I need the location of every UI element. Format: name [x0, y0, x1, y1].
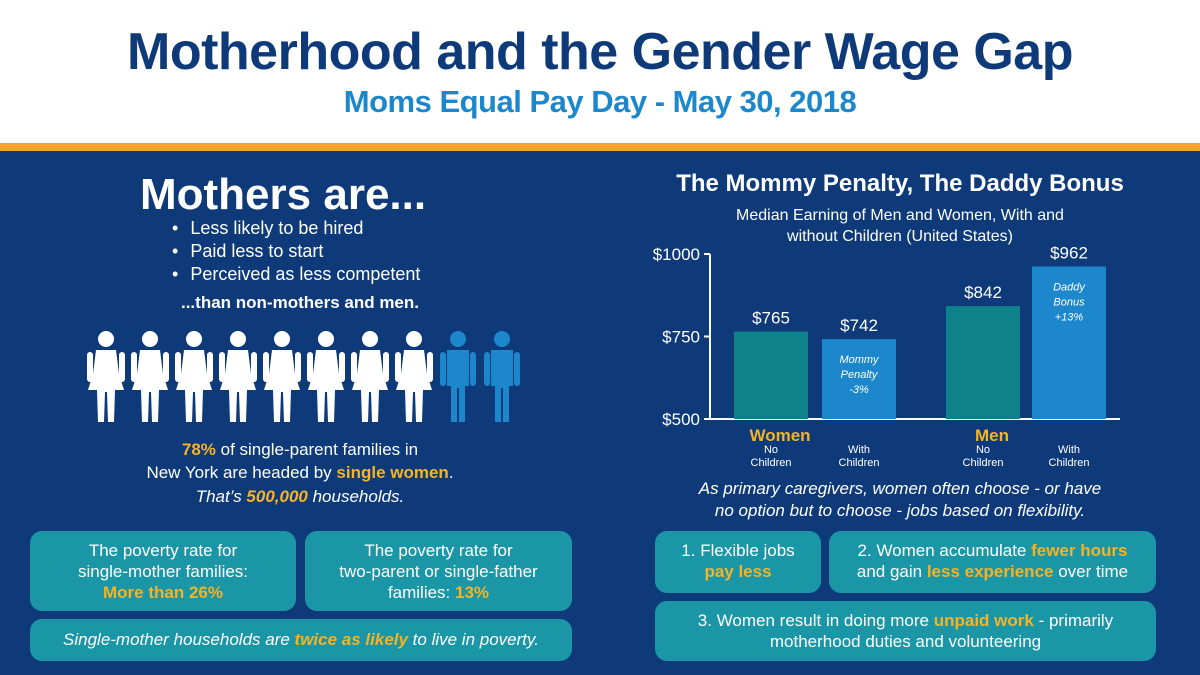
- x-category-label: With: [848, 444, 870, 456]
- poverty-value: 13%: [455, 583, 490, 602]
- bar-note: +13%: [1055, 312, 1084, 324]
- woman-icon: [219, 331, 257, 422]
- x-category-label: Children: [1049, 457, 1090, 469]
- y-tick-label: $750: [662, 328, 700, 347]
- earnings-bar-chart: $500$750$1000$765NoChildren$742MommyPena…: [653, 244, 1120, 469]
- woman-icon: [87, 331, 125, 422]
- box-text: 3. Women result in doing more: [697, 611, 934, 630]
- bullet-item: Paid less to start: [172, 240, 420, 263]
- stat-text: New York are headed by: [146, 463, 337, 482]
- box-text: and gain: [856, 562, 927, 581]
- woman-icon: [395, 331, 433, 422]
- bullet-item: Less likely to be hired: [172, 217, 420, 240]
- fewer-hours-highlight: fewer hours: [1031, 541, 1128, 560]
- stat-text: .: [448, 463, 454, 482]
- bar-value-label: $962: [1050, 244, 1088, 263]
- x-category-label: No: [976, 444, 990, 456]
- mothers-bullet-list: Less likely to be hired Paid less to sta…: [172, 217, 420, 286]
- stat-households: 500,000: [246, 487, 308, 506]
- poverty-value: More than 26%: [103, 583, 223, 602]
- box-text: two-parent or single-father: [339, 562, 538, 581]
- bar-note: -3%: [849, 384, 869, 396]
- stat-percent: 78%: [181, 440, 216, 459]
- woman-icon: [351, 331, 389, 422]
- caption-line: no option but to choose - jobs based on …: [714, 501, 1086, 520]
- bar-note: Bonus: [1053, 297, 1085, 309]
- woman-icon: [263, 331, 301, 422]
- bar-value-label: $765: [752, 309, 790, 328]
- less-experience-highlight: less experience: [926, 562, 1054, 581]
- chart-subtitle-line: without Children (United States): [787, 228, 1013, 245]
- x-category-label: Children: [963, 457, 1004, 469]
- box-text: Single-mother households are: [63, 630, 295, 649]
- box-text: to live in poverty.: [407, 630, 539, 649]
- bullet-item: Perceived as less competent: [172, 263, 420, 286]
- bar-value-label: $742: [840, 316, 878, 335]
- header-divider: [0, 143, 1200, 151]
- woman-icon: [131, 331, 169, 422]
- box-text: 2. Women accumulate: [857, 541, 1032, 560]
- flexible-jobs-box: 1. Flexible jobs pay less: [655, 531, 821, 593]
- group-label: Women: [749, 426, 810, 445]
- chart-title: The Mommy Penalty, The Daddy Bonus: [676, 170, 1124, 197]
- mothers-heading: Mothers are...: [140, 170, 427, 219]
- bar: [946, 306, 1020, 419]
- poverty-two-parent-box: The poverty rate for two-parent or singl…: [305, 531, 572, 611]
- header: [0, 0, 1200, 143]
- chart-subtitle: Median Earning of Men and Women, With an…: [640, 205, 1160, 247]
- unpaid-work-highlight: unpaid work: [933, 611, 1034, 630]
- page-title: Motherhood and the Gender Wage Gap: [127, 23, 1074, 81]
- bar: [1032, 266, 1106, 419]
- box-text: families:: [387, 583, 456, 602]
- x-category-label: Children: [751, 457, 792, 469]
- box-text: The poverty rate for: [88, 541, 238, 560]
- caregiver-caption: As primary caregivers, women often choos…: [640, 478, 1160, 522]
- group-label: Men: [975, 426, 1009, 445]
- bar-note: Daddy: [1053, 282, 1086, 294]
- page-subtitle: Moms Equal Pay Day - May 30, 2018: [343, 84, 857, 119]
- x-category-label: Children: [839, 457, 880, 469]
- box-text: single-mother families:: [77, 562, 249, 581]
- y-tick-label: $500: [662, 410, 700, 429]
- man-icon: [440, 331, 476, 422]
- box-text: 1. Flexible jobs: [681, 541, 795, 560]
- people-icons: [86, 330, 526, 422]
- woman-icon: [175, 331, 213, 422]
- y-tick-label: $1000: [653, 245, 700, 264]
- box-text: The poverty rate for: [364, 541, 513, 560]
- poverty-single-mother-box: The poverty rate for single-mother famil…: [30, 531, 296, 611]
- box-text: motherhood duties and volunteering: [769, 632, 1042, 651]
- stat-line-1: 78% of single-parent families in: [0, 440, 600, 460]
- bar-value-label: $842: [964, 283, 1002, 302]
- man-icon: [484, 331, 520, 422]
- chart-subtitle-line: Median Earning of Men and Women, With an…: [736, 207, 1064, 224]
- stat-line-2: New York are headed by single women.: [0, 463, 600, 483]
- bar-note: Penalty: [841, 369, 879, 381]
- stat-text: households.: [307, 487, 405, 506]
- pay-less-highlight: pay less: [704, 562, 772, 581]
- twice-likely-box: Single-mother households are twice as li…: [30, 619, 572, 661]
- x-category-label: No: [764, 444, 778, 456]
- stat-text: of single-parent families in: [215, 440, 419, 459]
- woman-icon: [307, 331, 345, 422]
- caption-line: As primary caregivers, women often choos…: [698, 479, 1102, 498]
- twice-likely-highlight: twice as likely: [294, 630, 408, 649]
- stat-single-women: single women: [336, 463, 449, 482]
- bar: [734, 331, 808, 419]
- x-category-label: With: [1058, 444, 1080, 456]
- stat-text: That’s: [195, 487, 247, 506]
- unpaid-work-box: 3. Women result in doing more unpaid wor…: [655, 601, 1156, 661]
- box-text: over time: [1053, 562, 1129, 581]
- fewer-hours-box: 2. Women accumulate fewer hours and gain…: [829, 531, 1156, 593]
- bar-note: Mommy: [839, 354, 880, 366]
- box-text: - primarily: [1033, 611, 1114, 630]
- bar: [822, 339, 896, 419]
- stat-line-3: That’s 500,000 households.: [0, 487, 600, 507]
- comparison-text: ...than non-mothers and men.: [180, 293, 419, 312]
